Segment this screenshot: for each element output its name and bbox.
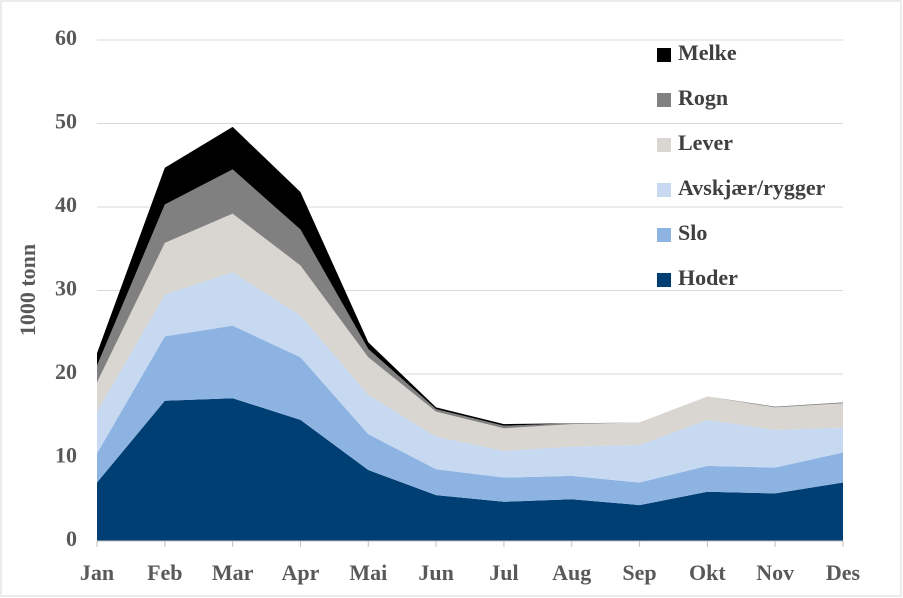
- area: [97, 325, 843, 506]
- legend-label: Hoder: [678, 265, 738, 290]
- x-tick-label: Feb: [147, 560, 182, 585]
- area: [97, 126, 843, 426]
- legend-label: Rogn: [678, 85, 728, 110]
- x-tick-label: Okt: [689, 560, 726, 585]
- legend-label: Slo: [678, 220, 707, 245]
- legend-swatch: [657, 93, 671, 107]
- y-tick-label: 10: [55, 443, 77, 468]
- x-tick-label: Mai: [349, 560, 387, 585]
- legend-swatch: [657, 273, 671, 287]
- y-tick-label: 60: [55, 25, 77, 50]
- x-tick-label: Apr: [282, 560, 320, 585]
- y-axis-label: 1000 tonn: [15, 244, 40, 336]
- legend-swatch: [657, 138, 671, 152]
- y-tick-label: 50: [55, 109, 77, 134]
- x-tick-label: Mar: [212, 560, 254, 585]
- y-tick-label: 40: [55, 192, 77, 217]
- legend-label: Avskjær/rygger: [678, 175, 826, 200]
- legend-swatch: [657, 228, 671, 242]
- legend-label: Melke: [678, 40, 737, 65]
- x-tick-label: Aug: [552, 560, 591, 585]
- area: [97, 213, 843, 451]
- legend-swatch: [657, 183, 671, 197]
- area: [97, 272, 843, 483]
- area: [97, 169, 843, 429]
- x-tick-label: Des: [826, 560, 861, 585]
- area: [97, 398, 843, 541]
- x-tick-label: Nov: [756, 560, 794, 585]
- y-tick-label: 20: [55, 359, 77, 384]
- x-tick-label: Jan: [80, 560, 114, 585]
- y-tick-label: 30: [55, 276, 77, 301]
- x-tick-label: Sep: [622, 560, 656, 585]
- legend-swatch: [657, 48, 671, 62]
- x-tick-label: Jun: [418, 560, 453, 585]
- x-tick-label: Jul: [489, 560, 518, 585]
- y-tick-label: 0: [66, 526, 77, 551]
- legend-label: Lever: [678, 130, 733, 155]
